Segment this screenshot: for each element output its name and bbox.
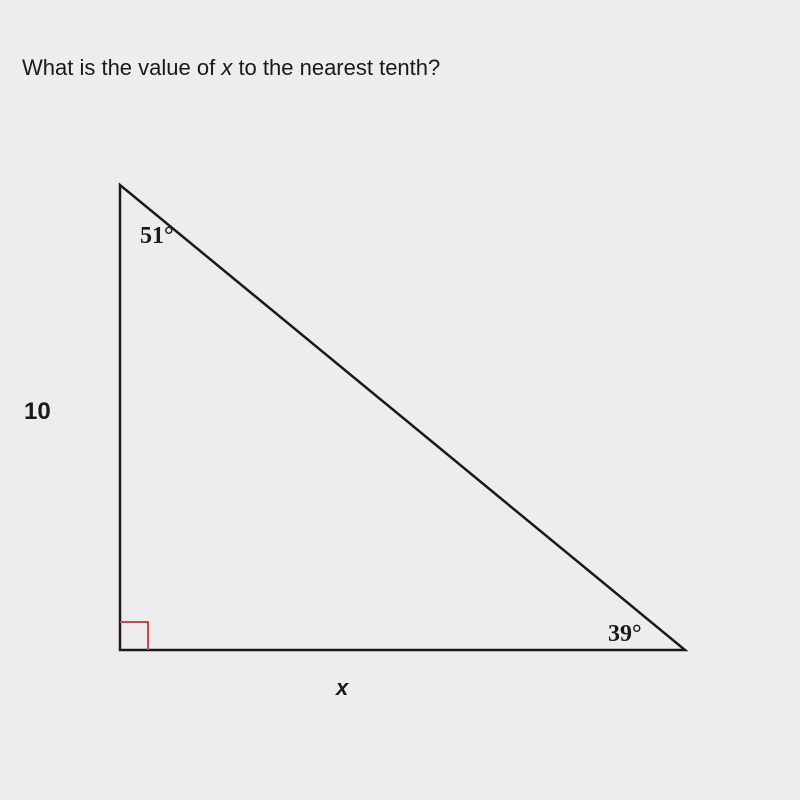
triangle-svg: 51° 39° — [60, 175, 700, 675]
triangle-outline — [120, 185, 685, 650]
right-angle-marker — [120, 622, 148, 650]
side-left-label: 10 — [24, 398, 51, 426]
side-bottom-label: x — [336, 675, 348, 701]
angle-top-label: 51° — [140, 223, 174, 249]
question-prefix: What is the value of — [22, 55, 221, 80]
question-variable: x — [221, 55, 232, 80]
question-text: What is the value of x to the nearest te… — [22, 55, 440, 81]
triangle-diagram: 51° 39° — [60, 175, 700, 675]
question-suffix: to the nearest tenth? — [232, 55, 440, 80]
angle-bottom-right-label: 39° — [608, 621, 642, 647]
